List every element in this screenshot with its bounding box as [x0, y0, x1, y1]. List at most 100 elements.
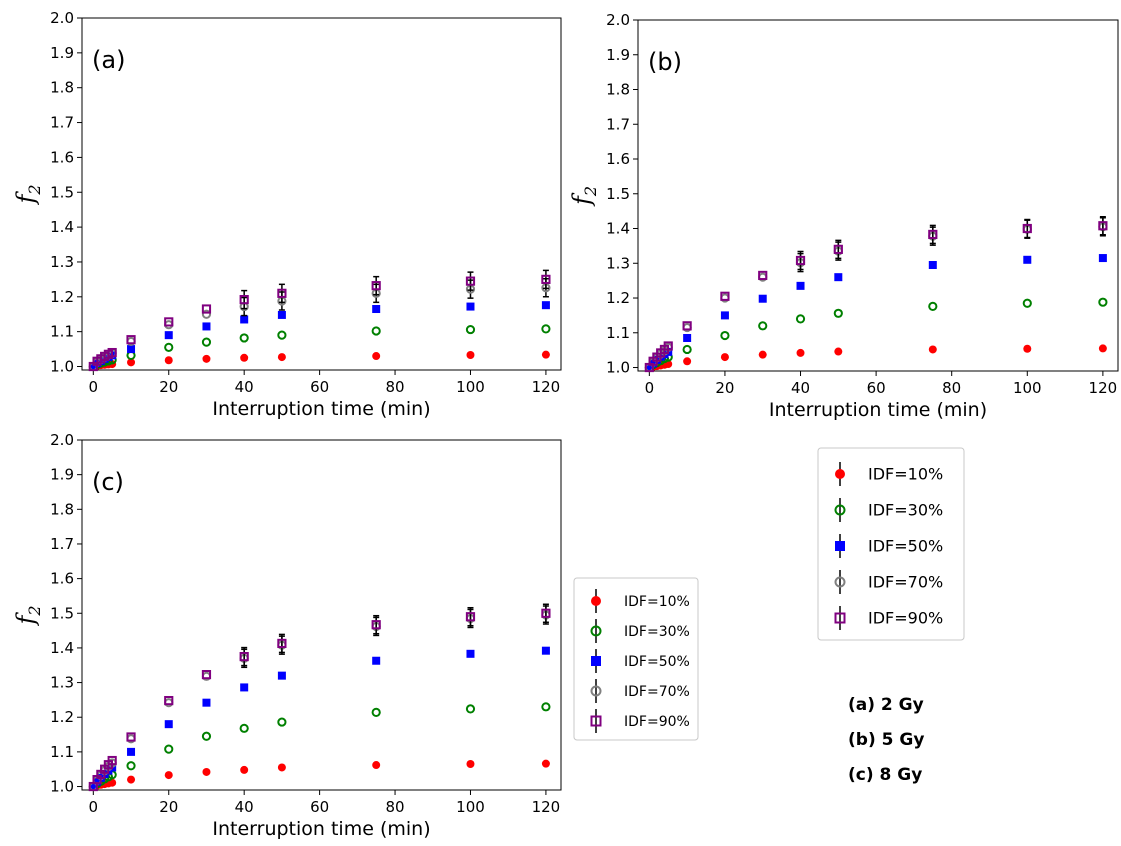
data-point	[928, 229, 938, 240]
legend-marker-50	[591, 656, 601, 666]
y-tick-label: 1.7	[606, 115, 630, 133]
x-axis-label: Interruption time (min)	[212, 818, 430, 840]
y-tick-label: 1.1	[50, 323, 74, 341]
dose-note-a: (a) 2 Gy	[848, 695, 924, 715]
y-tick-label: 1.7	[50, 535, 74, 553]
y-tick-label: 2.0	[606, 11, 630, 29]
data-point	[202, 767, 211, 776]
legend-label-90: IDF=90%	[868, 609, 943, 628]
x-tick-label: 0	[645, 379, 655, 397]
x-tick-label: 100	[1013, 379, 1042, 397]
legend-marker-30	[590, 625, 602, 637]
data-point	[834, 273, 843, 282]
data-point	[465, 276, 476, 286]
x-tick-label: 120	[532, 378, 561, 396]
data-point	[201, 731, 212, 741]
data-point	[1023, 255, 1032, 264]
data-point	[240, 765, 249, 774]
series-90	[88, 269, 551, 372]
y-axis-label: f2	[568, 186, 600, 207]
data-point	[371, 620, 381, 630]
data-point	[720, 311, 729, 320]
data-point	[164, 720, 173, 729]
y-tick-label: 1.1	[50, 743, 74, 761]
panel-a: 0 20 40 60 80 100 120 1.0 1.1 1.2 1.3 1.4 1.5 1.6 1.7 1…	[12, 9, 562, 420]
x-tick-label: 60	[867, 379, 886, 397]
data-point	[164, 342, 174, 352]
panel-label: (c)	[92, 468, 124, 496]
data-point	[89, 782, 98, 791]
data-point	[240, 315, 249, 324]
data-point	[239, 333, 249, 343]
data-point	[277, 288, 287, 298]
data-point	[127, 358, 136, 367]
y-axis-label: f2	[12, 605, 44, 626]
legend-label-70: IDF=70%	[624, 684, 690, 700]
data-point	[239, 723, 249, 733]
legend-marker-90	[590, 715, 602, 727]
plot-frame	[81, 439, 562, 791]
y-tick-label: 1.0	[50, 778, 74, 796]
data-point	[164, 356, 173, 365]
data-point	[371, 707, 381, 717]
y-tick-label: 1.2	[50, 708, 74, 726]
legend-label-70: IDF=70%	[868, 573, 943, 592]
y-tick-label: 1.5	[50, 183, 74, 201]
data-point	[541, 350, 550, 359]
x-tick-label: 100	[456, 378, 485, 396]
data-point	[371, 281, 381, 291]
legend-label-10: IDF=10%	[868, 465, 943, 484]
x-axis-label: Interruption time (min)	[769, 399, 987, 421]
data-point	[201, 337, 212, 347]
data-point	[541, 646, 550, 655]
data-point	[240, 353, 249, 362]
data-point	[465, 612, 476, 622]
data-point	[277, 353, 286, 362]
data-point	[1098, 221, 1108, 231]
data-point	[758, 350, 767, 359]
x-tick-label: 60	[310, 798, 329, 816]
legend-label-10: IDF=10%	[624, 594, 690, 610]
plot-frame	[637, 19, 1119, 372]
x-tick-label: 100	[456, 798, 485, 816]
data-point	[795, 255, 806, 266]
dose-note-c: (c) 8 Gy	[848, 765, 922, 785]
legend-label-30: IDF=30%	[624, 624, 690, 640]
data-point	[928, 301, 938, 311]
data-point	[928, 345, 937, 354]
data-point	[683, 333, 692, 342]
x-tick-label: 40	[235, 378, 254, 396]
y-tick-label: 1.2	[606, 289, 630, 307]
data-point	[371, 326, 381, 336]
data-point	[277, 330, 287, 340]
data-point	[541, 759, 550, 768]
y-axis-label: f2	[12, 184, 44, 205]
y-tick-label: 1.3	[606, 254, 630, 272]
legend-label-30: IDF=30%	[868, 501, 943, 520]
y-tick-label: 1.9	[606, 46, 630, 64]
data-point	[202, 354, 211, 363]
data-point	[277, 717, 287, 727]
data-point	[127, 775, 136, 784]
y-tick-label: 1.8	[50, 500, 74, 518]
x-tick-label: 0	[89, 378, 99, 396]
data-point	[833, 244, 843, 254]
data-point	[372, 656, 381, 665]
data-point	[107, 347, 117, 358]
y-tick-label: 1.0	[50, 358, 74, 376]
y-tick-label: 1.4	[50, 218, 74, 236]
data-point	[239, 651, 249, 662]
data-point	[796, 348, 805, 357]
data-point	[126, 732, 136, 742]
data-point	[127, 747, 136, 756]
x-tick-label: 80	[386, 798, 405, 816]
data-point	[683, 357, 692, 366]
data-point	[239, 295, 249, 305]
data-point	[465, 704, 476, 714]
y-tick-label: 1.5	[606, 185, 630, 203]
data-point	[541, 324, 551, 334]
legend-marker-70	[590, 685, 602, 697]
x-tick-label: 40	[791, 379, 810, 397]
legend-marker-70	[834, 576, 846, 588]
x-tick-label: 20	[159, 798, 178, 816]
